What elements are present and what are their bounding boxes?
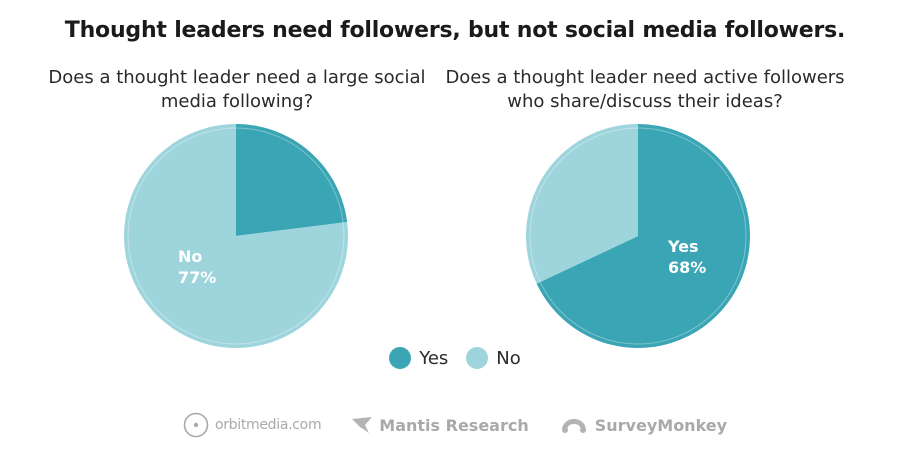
- right-pie: Yes 68%: [526, 124, 750, 349]
- legend-item-yes: Yes: [389, 347, 448, 369]
- right-pie-slice-no: [526, 124, 638, 284]
- right-pie-slice-yes: [536, 124, 750, 349]
- mantis-logo-icon: [352, 417, 373, 433]
- right-pie-question: Does a thought leader need active follow…: [445, 67, 845, 112]
- left-pie-ring: [127, 127, 345, 345]
- legend-swatch-no: [466, 347, 489, 369]
- mantis-research-logo: Mantis Research: [351, 415, 529, 435]
- right-pie-label-yes-name: Yes: [667, 237, 699, 256]
- orbitmedia-text: orbitmedia.com: [214, 417, 322, 433]
- left-pie-question: Does a thought leader need a large socia…: [48, 67, 426, 112]
- orbitmedia-logo: orbitmedia.com: [183, 412, 322, 438]
- surveymonkey-text: SurveyMonkey: [594, 415, 728, 435]
- right-pie-ring: [529, 127, 747, 345]
- legend-label-yes: Yes: [419, 347, 449, 369]
- right-pie-label-yes-value: 68%: [668, 258, 706, 277]
- left-pie: No 77%: [124, 124, 349, 348]
- left-pie-slice-yes: [236, 124, 348, 236]
- legend: Yes No: [0, 347, 910, 369]
- legend-label-no: No: [496, 347, 521, 369]
- orbit-logo-icon: [183, 412, 209, 438]
- mantis-text: Mantis Research: [379, 415, 529, 435]
- legend-item-no: No: [466, 347, 521, 369]
- surveymonkey-logo: SurveyMonkey: [559, 415, 727, 435]
- chart-title: Thought leaders need followers, but not …: [64, 18, 846, 43]
- left-pie-slice-no: [124, 124, 349, 348]
- legend-swatch-yes: [389, 347, 412, 369]
- footer-logos: orbitmedia.com Mantis Research SurveyMon…: [0, 412, 910, 438]
- left-pie-label-no-name: No: [178, 247, 202, 266]
- surveymonkey-logo-icon: [561, 419, 586, 433]
- left-pie-label-no-value: 77%: [178, 268, 216, 287]
